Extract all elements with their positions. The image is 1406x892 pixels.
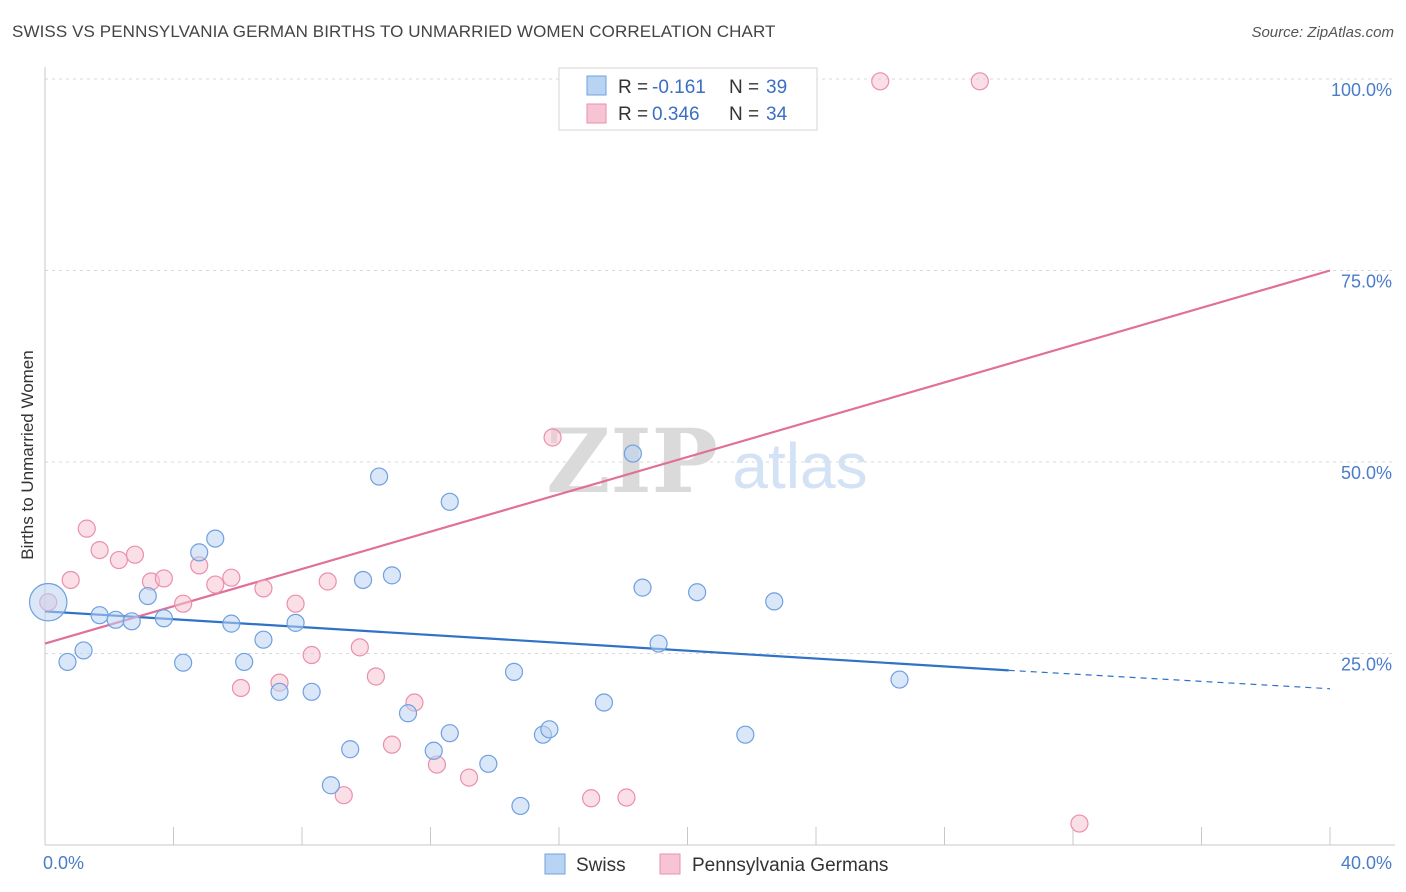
point-swiss <box>302 682 321 701</box>
point-swiss <box>623 444 642 463</box>
point-pg <box>109 550 128 570</box>
legend-swatch-swiss <box>586 75 607 96</box>
point-swiss <box>736 725 755 744</box>
point-pg <box>382 735 402 754</box>
point-swiss <box>540 720 559 739</box>
point-swiss <box>440 492 459 511</box>
point-swiss <box>398 704 418 723</box>
legend-n-label-swiss: N = <box>729 77 759 98</box>
point-swiss <box>649 634 668 653</box>
point-swiss <box>286 613 305 632</box>
point-pg <box>1070 814 1089 833</box>
point-pg <box>90 540 109 560</box>
legend-n-label-pg: N = <box>729 104 759 125</box>
point-pg <box>970 72 989 91</box>
y-tick-label: 50.0% <box>1341 463 1392 483</box>
point-swiss <box>138 586 157 606</box>
point-swiss <box>594 693 614 712</box>
y-tick-label: 75.0% <box>1341 272 1392 292</box>
point-swiss <box>206 529 225 548</box>
point-pg <box>582 789 601 808</box>
point-swiss <box>479 754 498 773</box>
point-swiss <box>382 566 402 585</box>
trendline-pg <box>44 269 1331 645</box>
point-swiss <box>321 776 341 795</box>
point-pg <box>174 594 193 613</box>
point-pg <box>286 594 305 613</box>
point-pg <box>334 786 353 805</box>
axes <box>44 67 1395 846</box>
point-swiss <box>890 670 909 689</box>
y-tick-label: 25.0% <box>1341 655 1392 675</box>
point-pg <box>61 570 80 590</box>
point-pg <box>77 519 96 538</box>
bottom-legend-swatch-swiss <box>544 853 566 875</box>
point-swiss <box>341 740 360 759</box>
point-swiss <box>504 662 524 681</box>
data-points <box>28 72 1089 833</box>
point-swiss <box>154 609 173 628</box>
point-pg <box>459 768 479 787</box>
point-swiss <box>254 630 273 649</box>
point-swiss <box>74 641 93 660</box>
point-pg <box>871 72 890 91</box>
point-pg <box>366 667 385 686</box>
bottom-legend-label-pg: Pennsylvania Germans <box>692 855 888 876</box>
point-pg <box>302 645 321 665</box>
point-swiss <box>190 543 209 562</box>
point-pg <box>222 568 241 587</box>
y-tick-label: 100.0% <box>1331 80 1392 100</box>
point-swiss <box>765 592 784 611</box>
point-swiss <box>58 652 77 672</box>
legend-n-value-swiss: 39 <box>766 77 787 98</box>
bottom-legend-label-swiss: Swiss <box>576 855 626 876</box>
legend-r-label-pg: R = <box>618 104 648 125</box>
point-swiss <box>511 796 530 816</box>
point-pg <box>318 572 337 591</box>
point-pg <box>206 575 225 594</box>
bottom-legend-swatch-pg <box>659 853 681 875</box>
legend-swatch-pg <box>586 103 607 124</box>
point-swiss <box>370 467 389 486</box>
point-swiss <box>440 724 459 743</box>
point-swiss <box>235 652 254 672</box>
legend-n-value-pg: 34 <box>766 104 788 125</box>
watermark: ZIP atlas <box>546 409 867 513</box>
point-pg <box>231 678 251 698</box>
legend-r-value-swiss: -0.161 <box>652 77 706 98</box>
point-swiss <box>90 606 109 625</box>
point-swiss <box>353 570 373 590</box>
point-pg <box>543 428 562 447</box>
point-swiss <box>106 610 125 629</box>
tick-labels: 25.0% 50.0% 75.0% 100.0% 0.0% 40.0% <box>43 80 1392 873</box>
point-swiss <box>28 582 68 622</box>
legend-r-label-swiss: R = <box>618 77 648 98</box>
point-pg <box>254 579 273 598</box>
legend-r-value-pg: 0.346 <box>652 104 700 125</box>
point-swiss <box>222 614 241 633</box>
point-swiss <box>424 741 443 760</box>
trendline-swiss-extension <box>1008 669 1331 690</box>
point-swiss <box>122 612 141 631</box>
chart-title: SWISS VS PENNSYLVANIA GERMAN BIRTHS TO U… <box>12 22 776 41</box>
trendline-swiss <box>44 610 1009 672</box>
legend: R = -0.161 N = 39 R = 0.346 N = 34 <box>558 67 818 131</box>
bottom-legend: Swiss Pennsylvania Germans <box>544 853 888 876</box>
point-pg <box>350 638 369 657</box>
point-pg <box>617 788 636 807</box>
point-pg <box>125 545 145 564</box>
x-tick-label-min: 0.0% <box>43 853 84 873</box>
watermark-atlas: atlas <box>732 430 867 502</box>
point-swiss <box>174 653 193 672</box>
chart-source: Source: ZipAtlas.com <box>1251 24 1394 41</box>
x-tick-label-max: 40.0% <box>1341 853 1392 873</box>
point-swiss <box>270 682 289 701</box>
gridlines <box>45 78 1395 654</box>
y-axis-title: Births to Unmarried Women <box>18 350 37 559</box>
point-swiss <box>633 578 652 597</box>
point-pg <box>154 569 173 588</box>
point-swiss <box>688 583 707 602</box>
